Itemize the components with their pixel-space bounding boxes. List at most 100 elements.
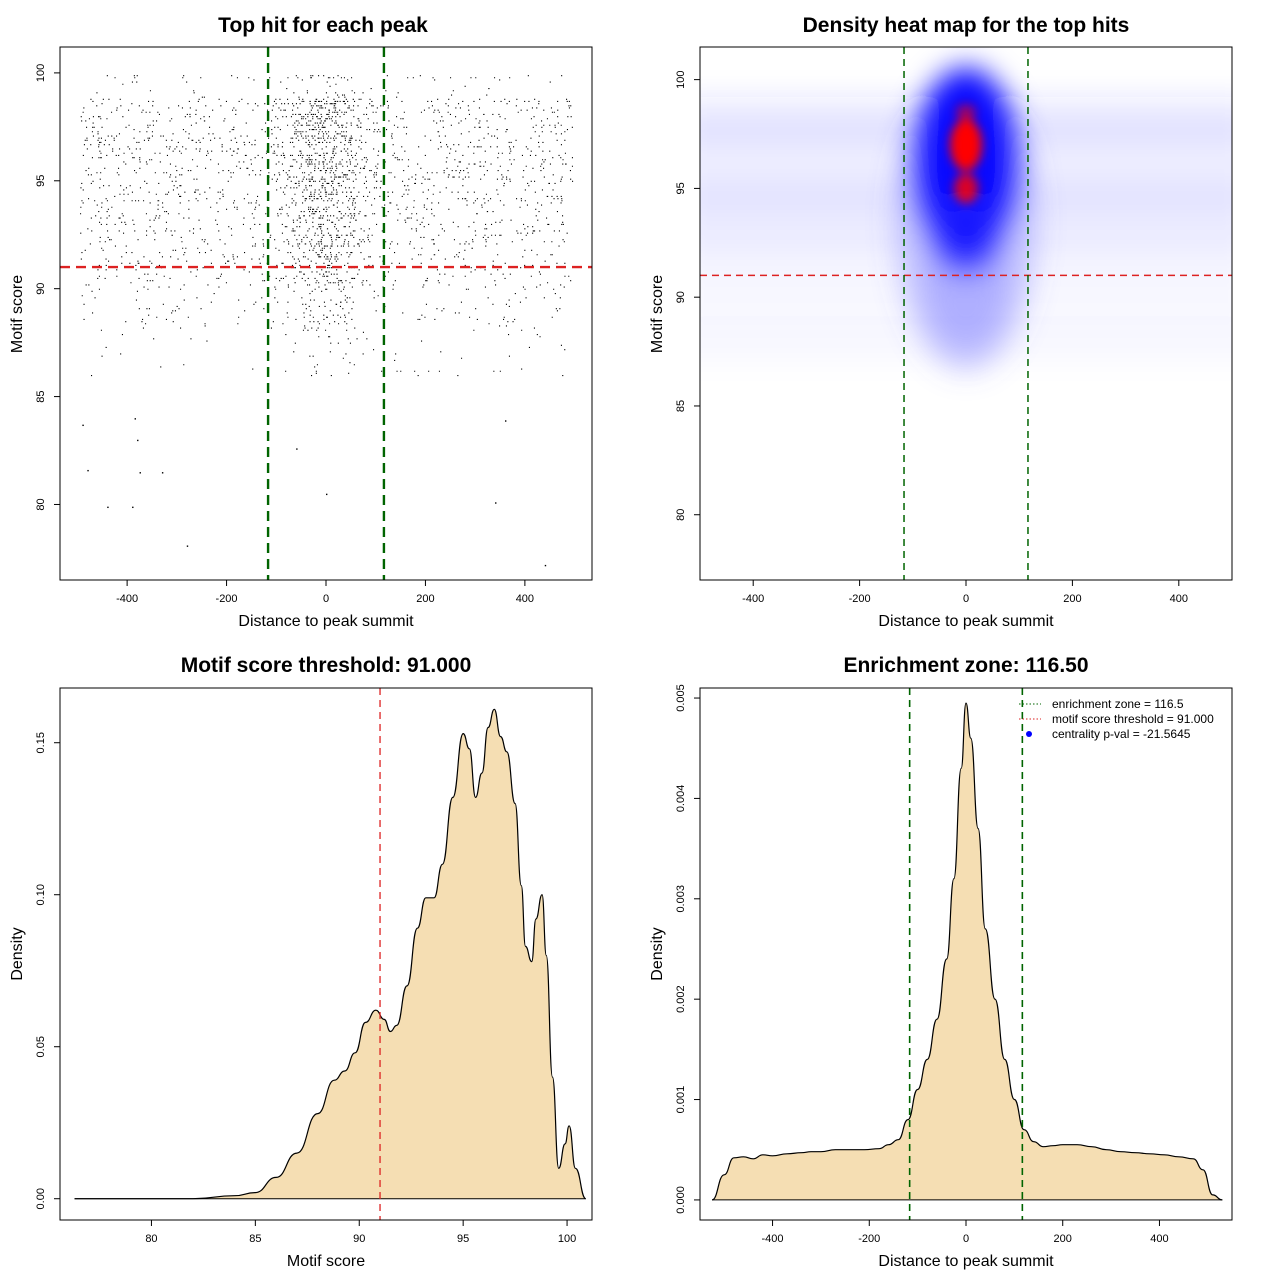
scatter-outlier-point [504,420,507,422]
distance-density-ylabel: Density [649,927,666,980]
scatter-outlier-point [161,472,164,474]
scatter-plot-frame [59,46,593,581]
x-tick-label: -200 [858,1233,880,1245]
heatmap-panel: Density heat map for the top hits Distan… [649,14,1233,630]
x-tick-label: 200 [416,593,434,605]
score-density-x-axis: 80 85 90 95 100 [145,1220,576,1245]
x-tick-label: 400 [1150,1233,1168,1245]
scatter-reference-lines [60,47,592,580]
x-tick-label: 0 [963,593,969,605]
y-tick-label: 0.001 [675,1086,687,1114]
legend-threshold-label: motif score threshold = 91.000 [1052,712,1214,726]
x-tick-label: -400 [116,593,138,605]
score-density-area [74,708,587,1200]
scatter-panel: Top hit for each peak Distance to peak s… [9,14,593,630]
x-tick-label: -200 [849,593,871,605]
legend-pval-label: centrality p-val = -21.5645 [1052,727,1191,741]
score-density-plot-frame [59,687,593,1221]
y-tick-label: 85 [675,400,687,412]
y-tick-label: 0.00 [35,1188,47,1209]
y-tick-label: 100 [675,70,687,88]
y-tick-label: 0.004 [675,785,687,813]
scatter-xlabel: Distance to peak summit [238,613,414,630]
heatmap-hotspot [954,173,978,204]
scatter-point-cloud [80,75,574,377]
heatmap-y-axis: 80 85 90 95 100 [675,70,700,521]
x-tick-label: -400 [742,593,764,605]
score-density-title: Motif score threshold: 91.000 [181,654,472,677]
distance-density-title: Enrichment zone: 116.50 [843,654,1088,677]
y-tick-label: 95 [35,175,47,187]
y-tick-label: 0.003 [675,885,687,913]
x-tick-label: 80 [145,1233,157,1245]
x-tick-label: 0 [963,1233,969,1245]
scatter-title: Top hit for each peak [218,14,428,37]
legend-pval-key [1026,731,1032,737]
x-tick-label: 200 [1063,593,1081,605]
density-curve [711,702,1223,1201]
y-tick-label: 0.10 [35,884,47,905]
scatter-outlier-point [544,564,547,567]
x-tick-label: -200 [216,593,238,605]
y-tick-label: 0.05 [35,1036,47,1057]
x-tick-label: 400 [1170,593,1188,605]
scatter-outlier-point [82,424,84,427]
scatter-x-axis: -400 -200 0 200 400 [116,580,534,605]
y-tick-label: 80 [675,509,687,521]
scatter-outlier-point [134,418,136,420]
distance-density-panel: Enrichment zone: 116.50 Distance to peak… [649,654,1233,1270]
heatmap-xlabel: Distance to peak summit [878,613,1054,630]
distance-density-x-axis: -400 -200 0 200 400 [762,1220,1169,1245]
legend-enrichment-label: enrichment zone = 116.5 [1052,697,1184,711]
density-fill [712,703,1223,1200]
distance-density-area [711,702,1223,1201]
distance-density-y-axis: 0.000 0.001 0.002 0.003 0.004 0.005 [675,684,700,1214]
score-density-ylabel: Density [9,927,26,980]
scatter-outlier-point [139,472,141,474]
distance-density-zone-lines [908,688,1024,1220]
x-tick-label: 85 [249,1233,261,1245]
heatmap-hotspot [956,104,976,121]
heatmap-density [700,47,1232,580]
y-tick-label: 0.002 [675,985,687,1013]
scatter-outlier-point [326,493,328,496]
scatter-outlier-point [132,506,134,509]
x-tick-label: 95 [457,1233,469,1245]
score-density-xlabel: Motif score [287,1253,365,1270]
heatmap-reference-lines [700,47,1232,580]
scatter-points [80,75,574,567]
heatmap-hotspot [950,118,982,171]
distance-density-xlabel: Distance to peak summit [878,1253,1054,1270]
scatter-ylabel: Motif score [9,275,26,353]
scatter-outlier-point [137,439,139,442]
heatmap-hotspots [950,104,982,204]
density-fill [74,709,586,1199]
y-tick-label: 100 [35,64,47,82]
scatter-outlier-point [296,448,298,450]
density-curve [74,708,587,1200]
scatter-outlier-point [495,502,497,504]
y-tick-label: 90 [675,291,687,303]
x-tick-label: 400 [516,593,534,605]
x-tick-label: 200 [1054,1233,1072,1245]
distance-density-legend: enrichment zone = 116.5 motif score thre… [1019,697,1214,741]
x-tick-label: 0 [323,593,329,605]
heatmap-blue-lower [932,198,1000,275]
scatter-outlier-point [107,506,109,509]
y-tick-label: 80 [35,498,47,510]
heatmap-core [896,67,1036,372]
scatter-outlier-point [87,469,89,472]
y-tick-label: 0.15 [35,732,47,753]
x-tick-label: -400 [762,1233,784,1245]
x-tick-label: 90 [353,1233,365,1245]
y-tick-label: 95 [675,182,687,194]
score-density-y-axis: 0.00 0.05 0.10 0.15 [35,732,60,1209]
y-tick-label: 85 [35,390,47,402]
y-tick-label: 0.000 [675,1186,687,1214]
y-tick-label: 90 [35,283,47,295]
y-tick-label: 0.005 [675,684,687,712]
heatmap-x-axis: -400 -200 0 200 400 [742,580,1188,605]
heatmap-ylabel: Motif score [649,275,666,353]
score-density-panel: Motif score threshold: 91.000 Motif scor… [9,654,593,1270]
